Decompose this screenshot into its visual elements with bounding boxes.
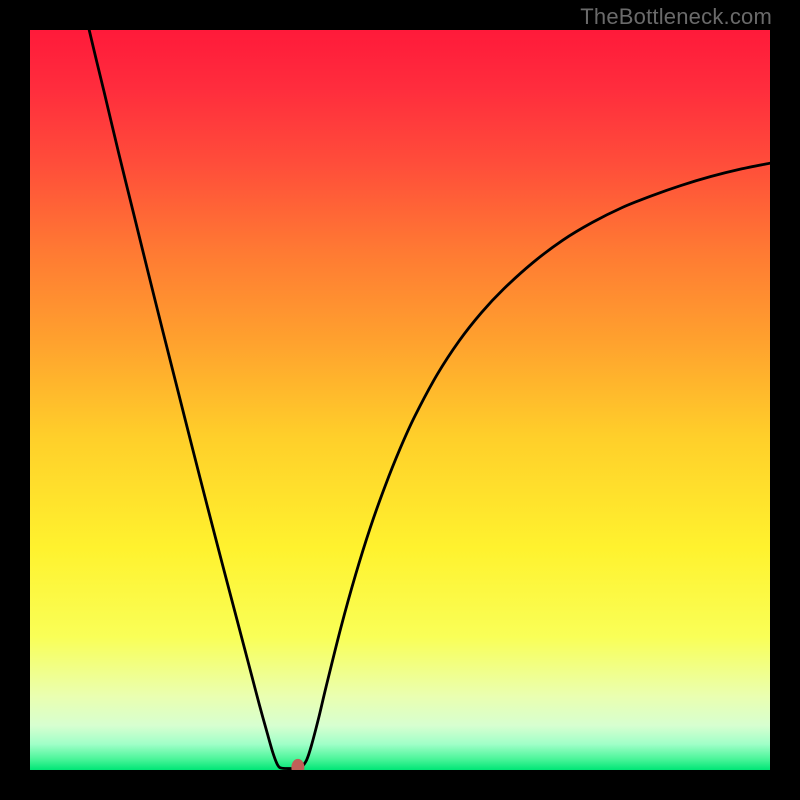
plot-area <box>30 30 770 770</box>
gradient-background <box>30 30 770 770</box>
watermark-label: TheBottleneck.com <box>580 4 772 30</box>
chart-frame: TheBottleneck.com <box>0 0 800 800</box>
plot-svg <box>30 30 770 770</box>
